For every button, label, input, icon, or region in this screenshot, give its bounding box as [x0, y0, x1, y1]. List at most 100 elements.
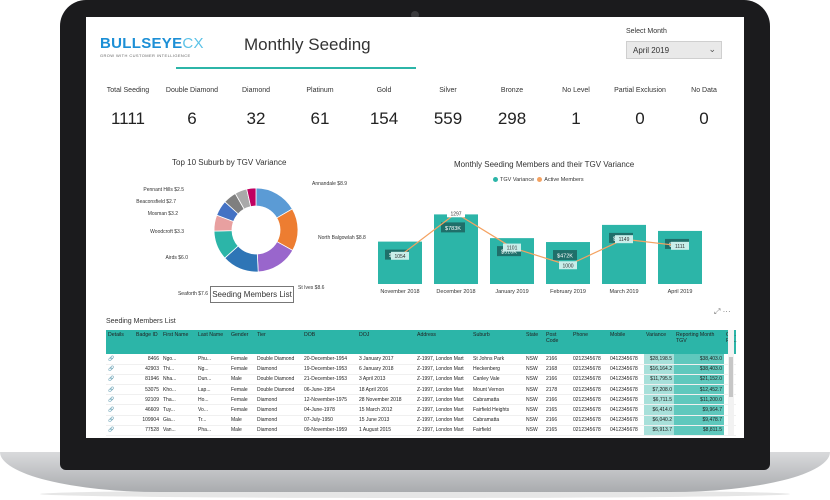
details-link-icon[interactable]: 🔗: [106, 425, 134, 437]
table-cell: 0212345678: [571, 384, 608, 396]
table-cell: 3 April 2013: [357, 374, 415, 386]
column-header[interactable]: DOB: [302, 330, 357, 354]
table-cell: NSW: [524, 384, 544, 396]
donut-chart[interactable]: Annandale $8.9 North Balgowlah $8.8 St Ive…: [126, 167, 366, 297]
table-cell: Male: [229, 425, 255, 437]
table-cell: $11,795.5: [644, 374, 674, 386]
table-cell: Ho...: [196, 394, 229, 406]
kpi-value: 0: [635, 109, 645, 128]
table-cell: Diamond: [255, 425, 302, 437]
kpi-label: Gold: [376, 87, 392, 94]
table-cell: NSW: [524, 364, 544, 375]
donut-label: St Ives $8.6: [298, 285, 325, 291]
chart-legend: TGV Variance Active Members: [493, 177, 584, 183]
column-header[interactable]: Last Name: [196, 330, 229, 354]
members-line[interactable]: [399, 212, 681, 266]
tgv-bar[interactable]: [378, 241, 422, 284]
table-scroll-thumb[interactable]: [729, 357, 733, 397]
kpi-value: 559: [433, 109, 463, 128]
column-header[interactable]: Phone: [571, 330, 608, 354]
table-row[interactable]: 🔗 92109 Tha... Ho... Female Diamond 12-Novembe…: [106, 394, 736, 406]
column-header[interactable]: State: [524, 330, 544, 354]
seeding-members-list-button[interactable]: Seeding Members List: [210, 286, 294, 303]
column-header[interactable]: Details: [106, 330, 134, 354]
table-cell: $7,208.0: [644, 384, 674, 396]
table-cell: Female: [229, 384, 255, 396]
table-cell: Z-1997, London Mart: [415, 354, 471, 365]
tgv-bar[interactable]: [658, 230, 702, 284]
details-link-icon[interactable]: 🔗: [106, 415, 134, 426]
table-row[interactable]: 🔗 109904 Gia... Tr... Male Diamond 07-July-195…: [106, 415, 736, 426]
logo-cx: CX: [182, 35, 204, 52]
column-header[interactable]: First Name: [161, 330, 196, 354]
table-row[interactable]: 🔗 46609 Tuy... Vo... Female Diamond 04-June-19…: [106, 404, 736, 416]
column-header[interactable]: DOJ: [357, 330, 415, 354]
x-tick-label: December 2018: [436, 289, 475, 295]
column-header[interactable]: Variance: [644, 330, 674, 354]
kpi-value: 6: [187, 109, 197, 128]
column-header[interactable]: Address: [415, 330, 471, 354]
kpi-value: 32: [246, 109, 266, 128]
column-header[interactable]: Badge ID: [134, 330, 161, 354]
column-header[interactable]: Gender: [229, 330, 255, 354]
column-header[interactable]: Suburb: [471, 330, 524, 354]
legend-swatch-members: [537, 177, 543, 183]
table-cell: Heckenberg: [471, 364, 524, 375]
table-cell: 2165: [544, 404, 571, 416]
x-tick-label: January 2019: [495, 289, 528, 295]
table-cell: 0212345678: [571, 415, 608, 426]
donut-label: Airds $6.0: [165, 255, 188, 261]
table-cell: 20-December-1954: [302, 354, 357, 365]
table-cell: Z-1997, London Mart: [415, 425, 471, 437]
details-link-icon[interactable]: 🔗: [106, 394, 134, 406]
table-cell: 2166: [544, 415, 571, 426]
details-link-icon[interactable]: 🔗: [106, 364, 134, 375]
month-select[interactable]: April 2019 ⌄: [626, 41, 722, 59]
details-link-icon[interactable]: 🔗: [106, 384, 134, 396]
legend-tgv: TGV Variance: [500, 177, 535, 183]
table-cell: Tuy...: [161, 404, 196, 416]
visual-header-icons: ⤢ ···: [714, 307, 731, 317]
table-row[interactable]: 🔗 8466 Ngo... Phu... Female Double Diamond 20-…: [106, 354, 736, 365]
table-cell: 0212345678: [571, 354, 608, 365]
column-header[interactable]: Reporting Month TGV: [674, 330, 724, 354]
legend-swatch-tgv: [493, 177, 498, 183]
table-cell: Ngo...: [161, 354, 196, 365]
table-cell: 2166: [544, 374, 571, 386]
table-row[interactable]: 🔗 77528 Van... Pha... Male Diamond 09-November…: [106, 425, 736, 437]
expand-icon[interactable]: ⤢: [714, 307, 721, 316]
table-cell: Double Diamond: [255, 354, 302, 365]
table-cell: Male: [229, 415, 255, 426]
table-row[interactable]: 🔗 81946 Nha... Dun... Male Double Diamond 21-D…: [106, 374, 736, 386]
table-cell: Double Diamond: [255, 384, 302, 396]
column-header[interactable]: Post Code: [544, 330, 571, 354]
details-link-icon[interactable]: 🔗: [106, 374, 134, 386]
table-cell: 0212345678: [571, 425, 608, 437]
table-cell: Female: [229, 354, 255, 365]
chevron-down-icon: ⌄: [708, 44, 716, 54]
table-row[interactable]: 🔗 53075 Kho... Lap... Female Double Diamond 06…: [106, 384, 736, 396]
table-cell: Lap...: [196, 384, 229, 396]
logo-tagline: GROW WITH CUSTOMER INTELLIGENCE: [100, 53, 191, 58]
table-row[interactable]: 🔗 42903 Thi... Ng... Female Diamond 19-Decembe…: [106, 364, 736, 375]
title-underline: [176, 67, 416, 69]
kpi-label: No Data: [691, 87, 717, 94]
table-cell: 46609: [134, 404, 161, 416]
donut-slice[interactable]: [246, 187, 257, 208]
table-cell: Diamond: [255, 415, 302, 426]
table-cell: 0412345678: [608, 384, 644, 396]
x-tick-label: November 2018: [380, 289, 419, 295]
table-cell: Double Diamond: [255, 374, 302, 386]
kpi-card: Gold 154: [352, 87, 416, 129]
more-options-icon[interactable]: ···: [722, 307, 731, 316]
details-link-icon[interactable]: 🔗: [106, 354, 134, 365]
table-cell: Ng...: [196, 364, 229, 375]
details-link-icon[interactable]: 🔗: [106, 404, 134, 416]
member-data-label: 1101: [507, 246, 518, 252]
table-cell: NSW: [524, 415, 544, 426]
column-header[interactable]: Mobile: [608, 330, 644, 354]
column-header[interactable]: Tier: [255, 330, 302, 354]
month-value: April 2019: [633, 46, 670, 55]
member-label-box: [671, 241, 689, 250]
